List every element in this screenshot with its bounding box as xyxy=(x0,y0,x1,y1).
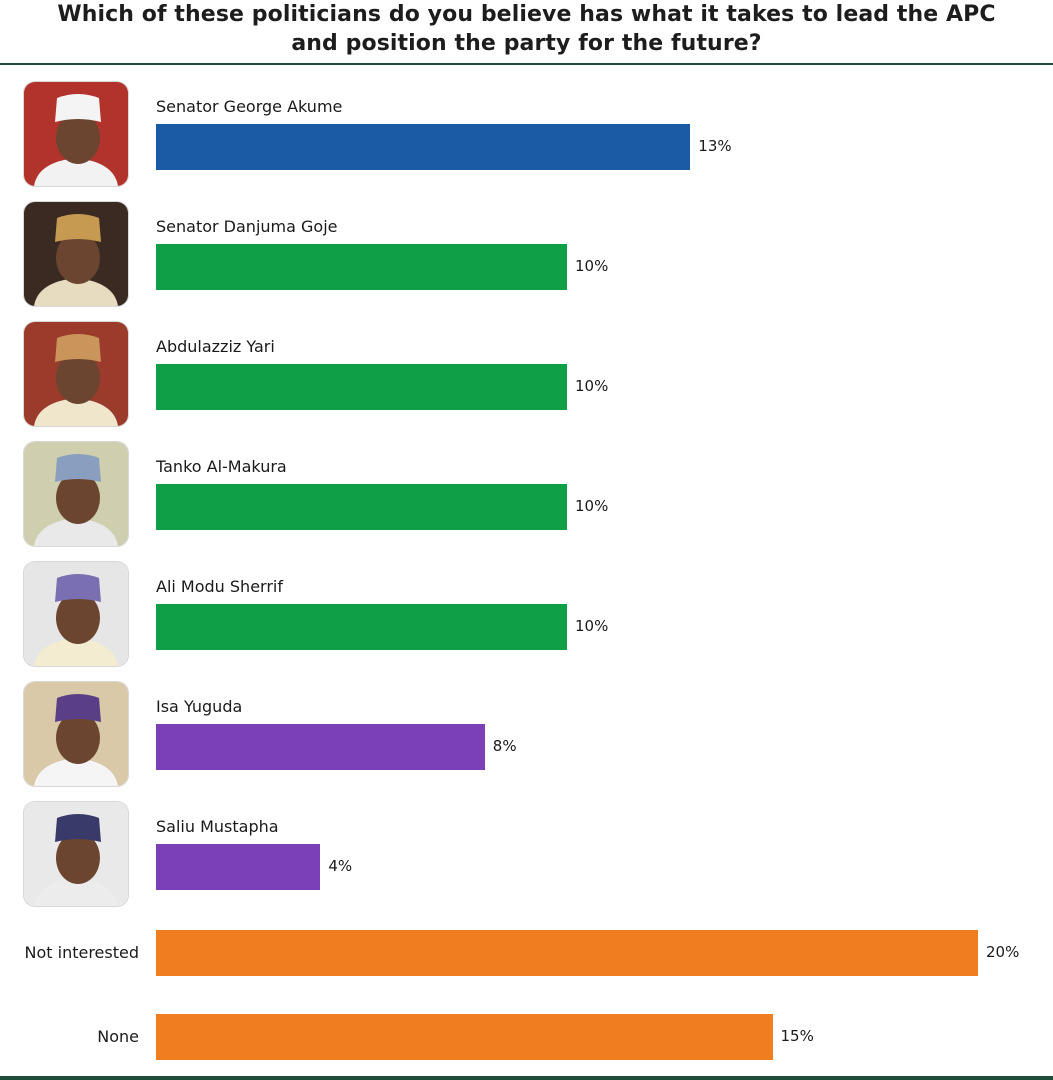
bar-category-label: Ali Modu Sherrif xyxy=(156,577,283,596)
chart-title-line-1: Which of these politicians do you believ… xyxy=(57,2,996,27)
bar-category-label: Abdulazziz Yari xyxy=(156,337,275,356)
bar xyxy=(156,604,567,650)
bar xyxy=(156,1014,773,1060)
politician-photo xyxy=(23,441,129,547)
bar-value-label: 10% xyxy=(575,377,609,395)
bar-value-label: 4% xyxy=(328,857,353,875)
title-divider xyxy=(0,63,1053,65)
bar-category-label: Senator George Akume xyxy=(156,97,343,116)
bottom-divider xyxy=(0,1076,1053,1080)
bar-value-label: 10% xyxy=(575,257,609,275)
politician-photo xyxy=(23,681,129,787)
politician-photo xyxy=(23,561,129,667)
politician-photo xyxy=(23,81,129,187)
bar-value-label: 15% xyxy=(780,1027,814,1045)
politician-photo xyxy=(23,321,129,427)
politician-photo xyxy=(23,201,129,307)
bar xyxy=(156,484,567,530)
bar xyxy=(156,844,321,890)
bar-value-label: 10% xyxy=(575,497,609,515)
bar-value-label: 8% xyxy=(492,737,517,755)
bar-category-label: Saliu Mustapha xyxy=(156,817,279,836)
bar xyxy=(156,244,567,290)
chart-title-line-2: and position the party for the future? xyxy=(291,31,762,56)
bar-value-label: 13% xyxy=(698,137,732,155)
bar-category-label: None xyxy=(97,1027,139,1046)
chart-title: Which of these politicians do you believ… xyxy=(0,0,1053,64)
bar-value-label: 20% xyxy=(986,943,1020,961)
bar xyxy=(156,364,567,410)
bar-category-label: Isa Yuguda xyxy=(156,697,243,716)
bar-category-label: Not interested xyxy=(24,943,140,962)
bar-value-label: 10% xyxy=(575,617,609,635)
bar xyxy=(156,930,978,976)
bar-category-label: Tanko Al-Makura xyxy=(156,457,287,476)
bar xyxy=(156,124,691,170)
bar xyxy=(156,724,485,770)
politician-photo xyxy=(23,801,129,907)
bar-category-label: Senator Danjuma Goje xyxy=(156,217,338,236)
